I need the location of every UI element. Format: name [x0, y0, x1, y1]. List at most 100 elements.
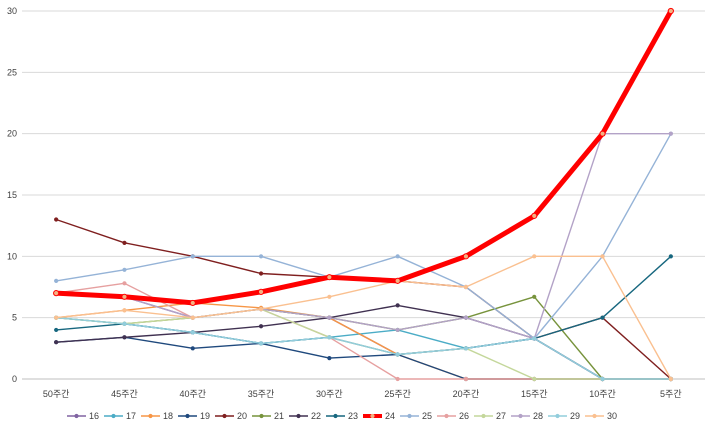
data-point	[122, 267, 127, 272]
x-tick-label: 40주간	[179, 389, 206, 399]
y-tick-label: 10	[7, 251, 17, 261]
series-line-21	[55, 296, 672, 380]
legend-label: 22	[311, 411, 321, 421]
y-tick-label: 30	[7, 6, 17, 16]
legend-label: 18	[163, 411, 173, 421]
legend: 16 17 18 19 20 21 22 23 24 25 26 27 28 29 30	[67, 411, 617, 421]
legend-item-21: 21	[252, 411, 284, 421]
legend-label: 19	[200, 411, 210, 421]
data-point	[122, 321, 127, 326]
legend-label: 28	[533, 411, 543, 421]
legend-marker	[296, 413, 301, 419]
data-point	[395, 352, 400, 357]
legend-marker	[259, 413, 264, 419]
data-point	[258, 324, 264, 329]
legend-item-16: 16	[67, 411, 99, 421]
series-line-24	[53, 8, 674, 306]
legend-item-28: 28	[511, 411, 543, 421]
legend-marker	[444, 413, 449, 419]
data-point	[122, 281, 127, 286]
data-point	[326, 274, 333, 281]
legend-item-24: 24	[363, 411, 395, 421]
data-point	[463, 346, 469, 351]
y-tick-label: 25	[7, 67, 17, 77]
data-point	[54, 327, 59, 333]
x-tick-label: 25주간	[384, 389, 411, 399]
legend-label: 30	[607, 411, 617, 421]
data-point	[327, 294, 332, 299]
legend-item-20: 20	[215, 411, 247, 421]
data-point	[327, 315, 332, 320]
data-point	[531, 212, 538, 219]
legend-marker	[481, 413, 486, 419]
legend-marker	[407, 413, 412, 419]
legend-item-25: 25	[400, 411, 432, 421]
series-line-27	[55, 308, 672, 380]
series-line-25	[55, 132, 672, 340]
data-point	[54, 315, 59, 320]
series-line-23	[55, 255, 672, 356]
y-tick-label: 5	[12, 313, 17, 323]
data-point	[190, 346, 195, 351]
series-line-28	[55, 132, 672, 340]
x-tick-label: 45주간	[111, 389, 138, 399]
legend-marker	[111, 413, 116, 419]
legend-marker	[333, 413, 338, 419]
series-30	[54, 254, 673, 382]
data-point	[122, 240, 127, 245]
legend-item-22: 22	[289, 411, 321, 421]
series-29	[54, 315, 673, 382]
data-point	[600, 315, 605, 320]
legend-item-29: 29	[548, 411, 580, 421]
x-tick-label: 20주간	[453, 389, 480, 399]
data-point	[668, 376, 673, 382]
x-tick-label: 15주간	[521, 389, 548, 399]
legend-marker	[222, 413, 227, 419]
data-point	[122, 308, 127, 313]
data-point	[327, 335, 332, 340]
series-17	[54, 315, 673, 382]
data-point	[532, 336, 537, 341]
y-tick-label: 20	[7, 129, 17, 139]
data-point	[668, 131, 673, 136]
data-point	[257, 288, 265, 296]
data-point	[54, 278, 59, 283]
data-point	[600, 376, 605, 382]
x-tick-label: 35주간	[248, 389, 275, 399]
legend-label: 26	[459, 411, 469, 421]
legend-label: 24	[385, 411, 395, 421]
legend-label: 25	[422, 411, 432, 421]
legend-item-30: 30	[585, 411, 617, 421]
data-point	[121, 293, 128, 300]
data-point	[394, 277, 401, 284]
data-point	[54, 340, 59, 345]
legend-label: 29	[570, 411, 580, 421]
data-point	[667, 7, 674, 15]
legend-label: 27	[496, 411, 506, 421]
series-line-30	[55, 255, 672, 380]
legend-marker	[555, 413, 560, 419]
data-point	[463, 376, 469, 382]
series-22	[54, 303, 673, 382]
data-point	[395, 327, 400, 333]
legend-item-19: 19	[178, 411, 210, 421]
data-point	[327, 356, 332, 361]
series-24	[53, 7, 674, 307]
data-point	[190, 315, 195, 320]
x-tick-label: 10주간	[589, 389, 616, 399]
legend-marker	[74, 413, 79, 419]
data-point	[668, 254, 673, 259]
series-line-22	[55, 304, 672, 380]
legend-label: 20	[237, 411, 247, 421]
data-point	[463, 284, 469, 290]
legend-marker	[185, 413, 190, 419]
data-point	[599, 130, 606, 137]
x-tick-label: 5주간	[660, 389, 682, 399]
data-point	[395, 376, 400, 382]
legend-label: 16	[89, 411, 99, 421]
y-tick-label: 15	[7, 190, 17, 200]
x-tick-label: 50주간	[43, 389, 70, 399]
legend-label: 21	[274, 411, 284, 421]
legend-item-27: 27	[474, 411, 506, 421]
data-point	[190, 254, 195, 259]
